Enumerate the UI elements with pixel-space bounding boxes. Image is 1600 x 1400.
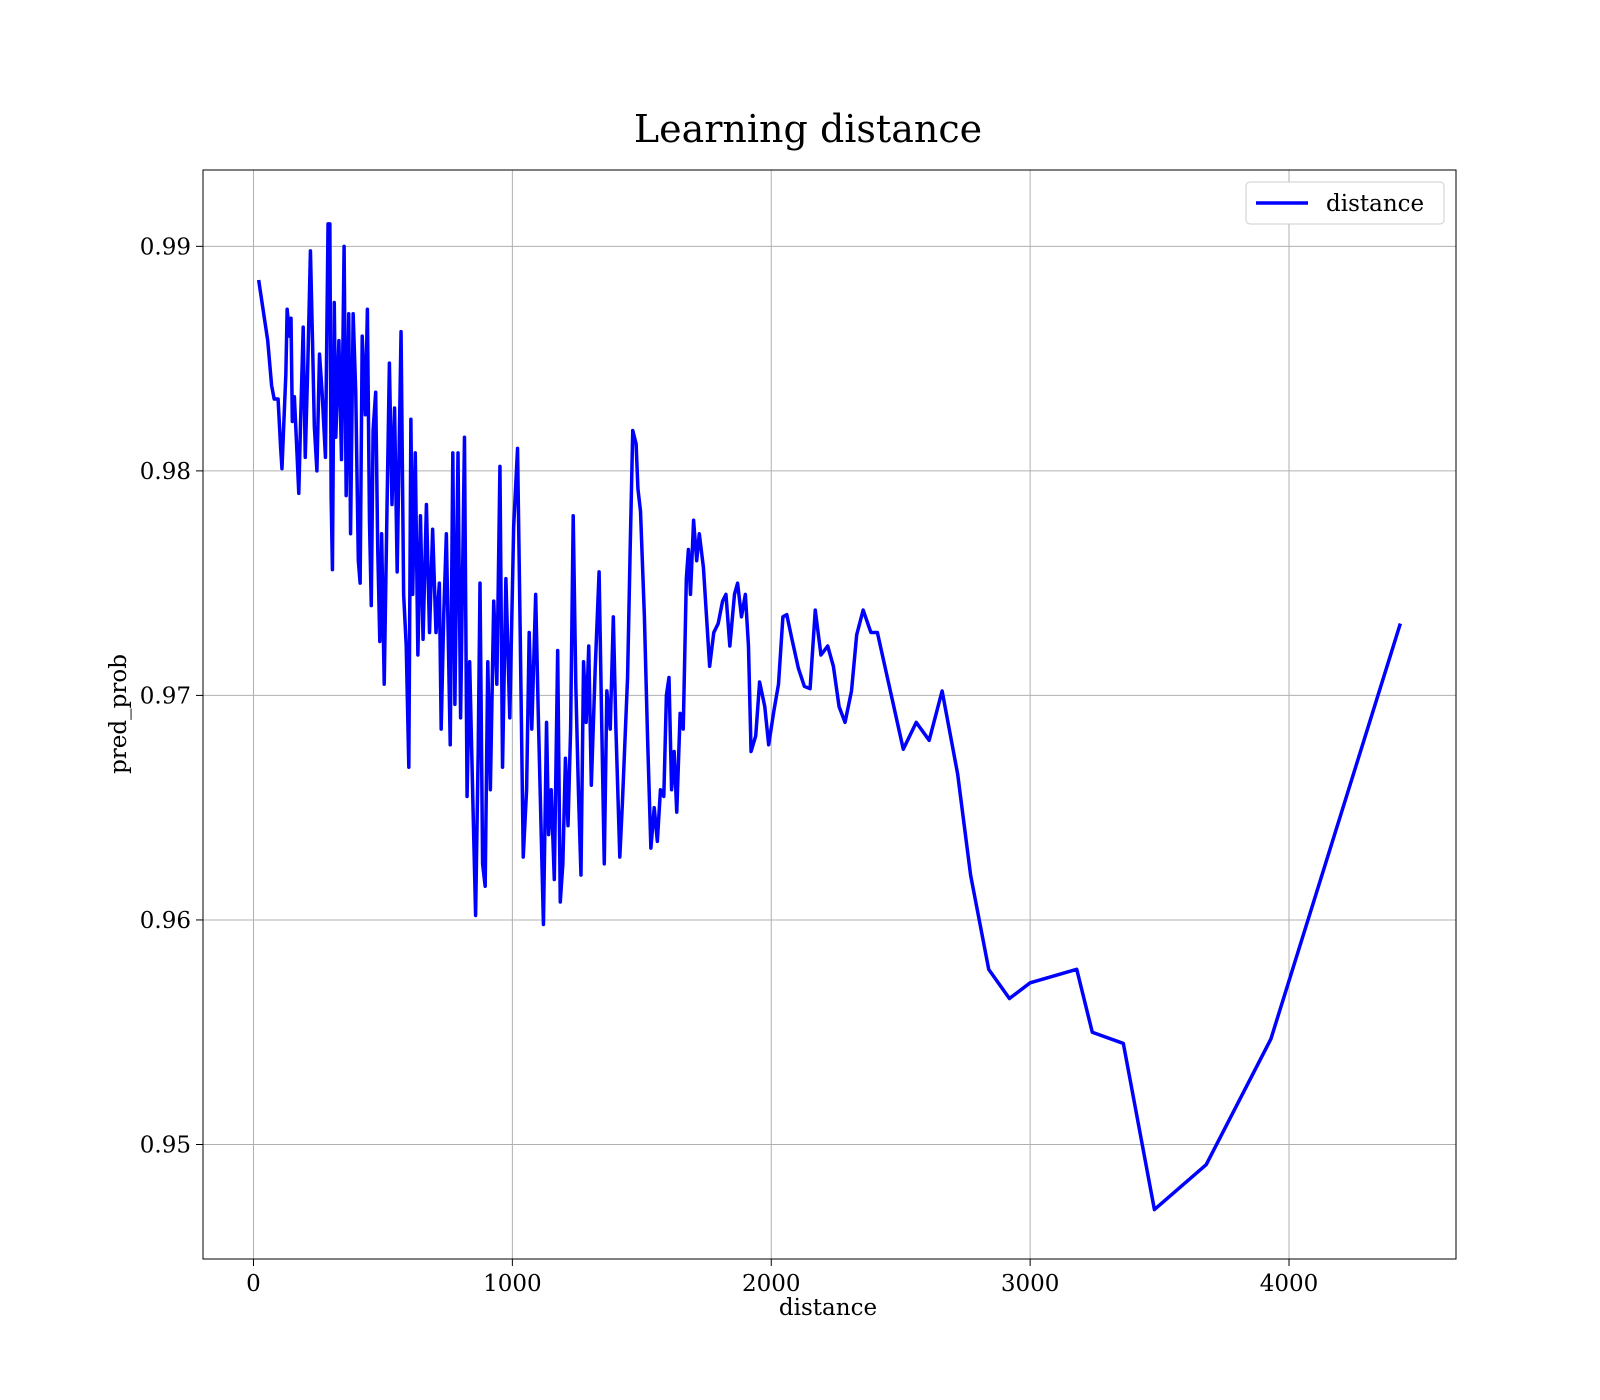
plot-frame — [202, 169, 1457, 1260]
legend-label: distance — [1326, 191, 1424, 217]
x-tick-label: 3000 — [1001, 1271, 1060, 1297]
x-tick-label: 1000 — [483, 1271, 542, 1297]
y-tick-label: 0.96 — [140, 908, 191, 934]
y-tick-label: 0.97 — [140, 683, 191, 709]
x-tick-label: 2000 — [742, 1271, 801, 1297]
x-tick-label: 0 — [246, 1271, 261, 1297]
y-tick-label: 0.98 — [140, 459, 191, 485]
legend-box — [1245, 181, 1445, 225]
line-series — [256, 222, 1403, 1212]
x-tick-label: 4000 — [1260, 1271, 1319, 1297]
y-tick-label: 0.99 — [140, 234, 191, 260]
y-axis-label: pred_prob — [106, 654, 132, 774]
y-tick-label: 0.95 — [140, 1132, 191, 1158]
x-axis-label: distance — [779, 1295, 877, 1321]
chart-title: Learning distance — [634, 107, 982, 151]
